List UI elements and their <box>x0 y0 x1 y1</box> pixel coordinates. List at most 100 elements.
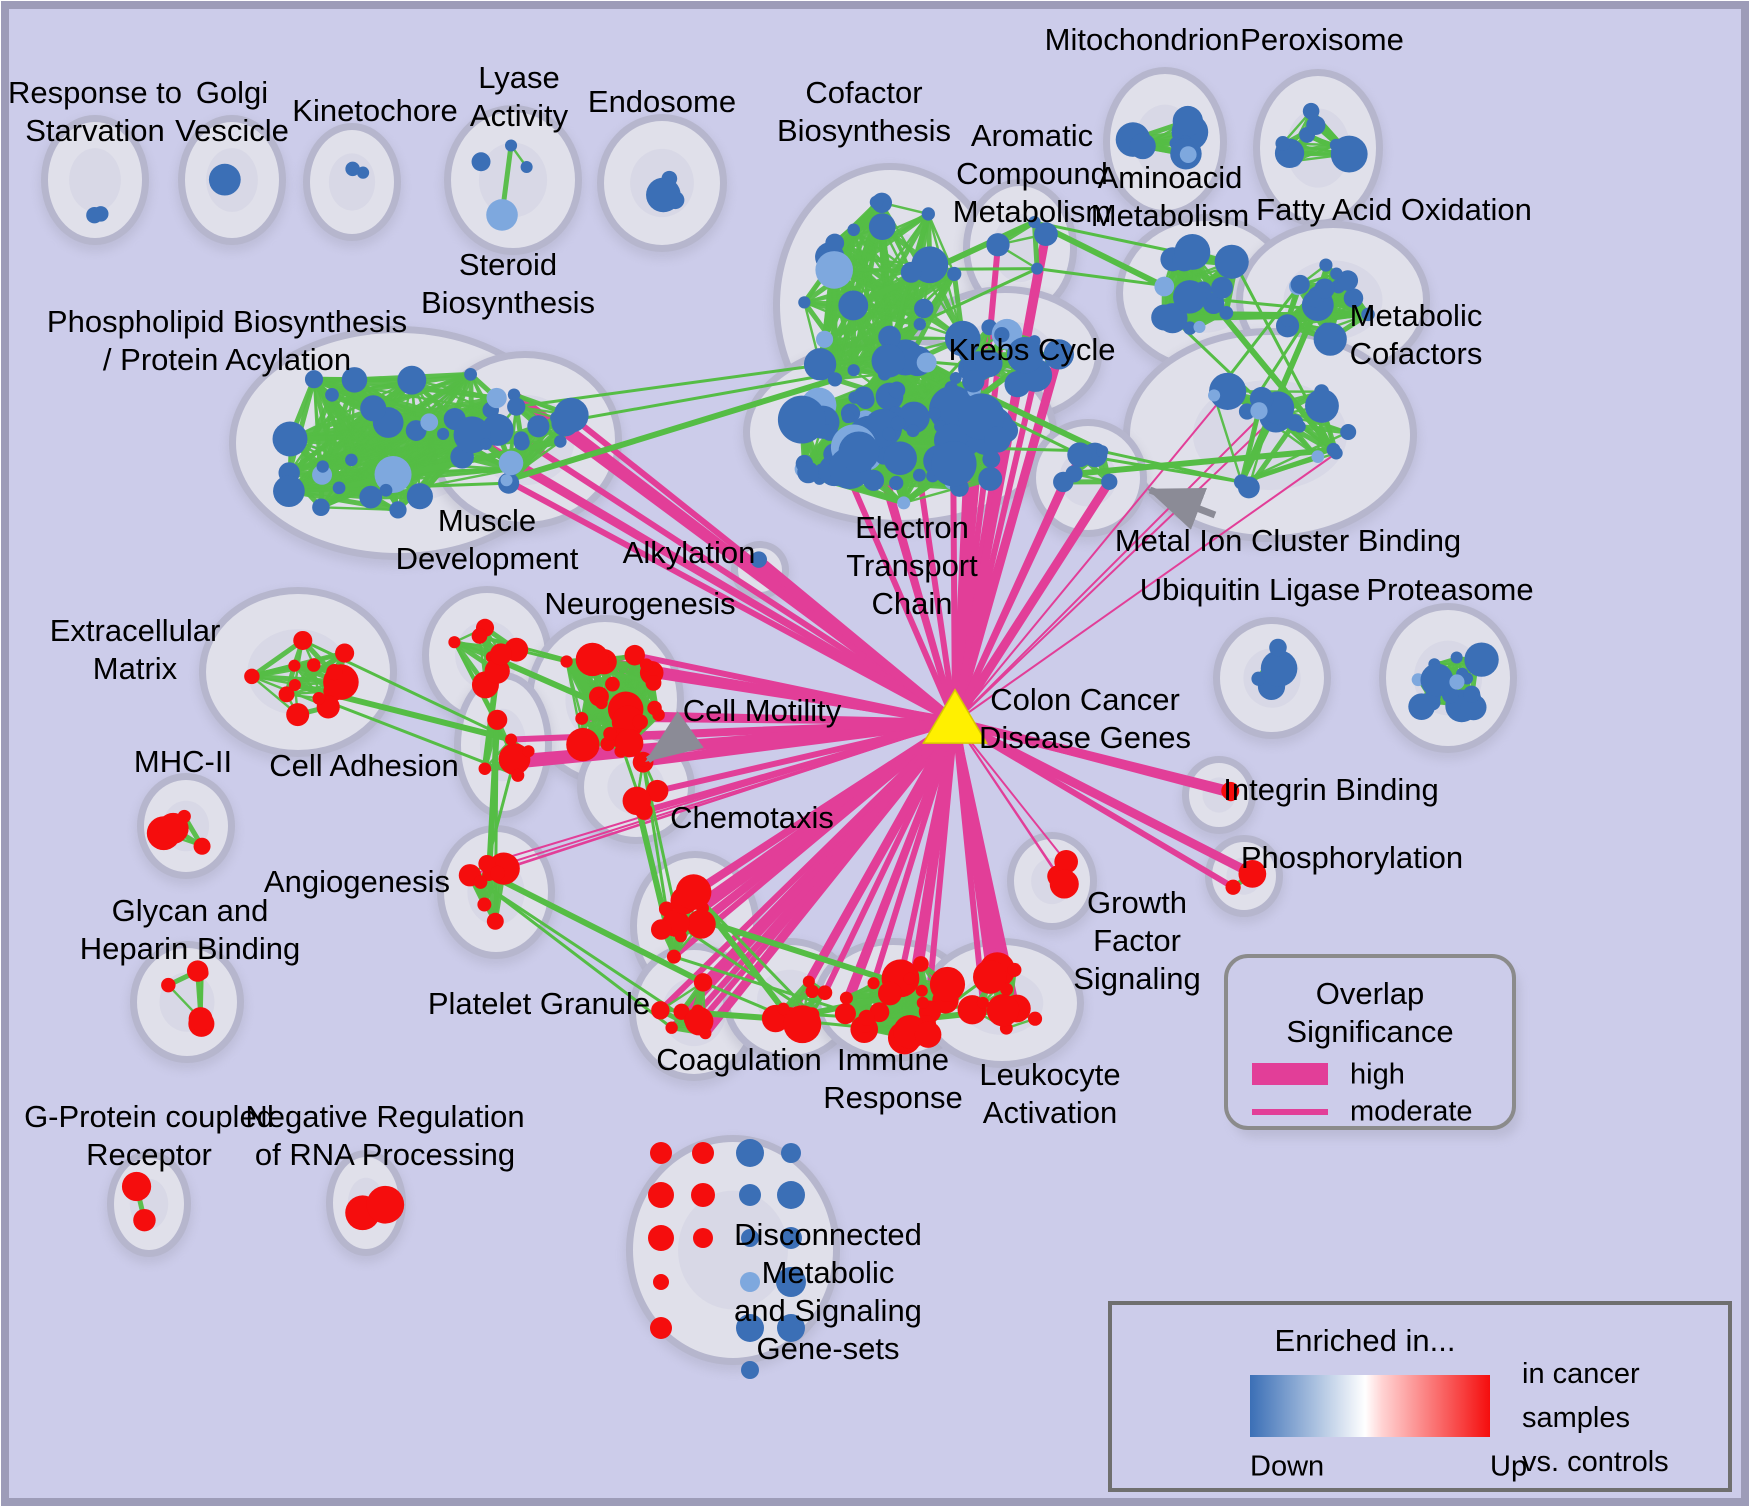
gene-set-node[interactable] <box>490 865 506 881</box>
gene-set-node[interactable] <box>575 642 610 677</box>
gene-set-node[interactable] <box>278 686 295 703</box>
gene-set-node[interactable] <box>312 691 326 705</box>
gene-set-node[interactable] <box>1340 423 1357 441</box>
gene-set-node[interactable] <box>797 461 820 484</box>
gene-set-node[interactable] <box>471 152 491 172</box>
gene-set-node[interactable] <box>293 630 313 651</box>
gene-set-node[interactable] <box>915 984 928 997</box>
gene-set-node[interactable] <box>478 762 492 775</box>
disconnected-node[interactable] <box>739 1184 761 1206</box>
gene-set-node[interactable] <box>783 1005 822 1044</box>
gene-set-node[interactable] <box>650 919 672 940</box>
gene-set-node[interactable] <box>675 874 712 910</box>
gene-set-node[interactable] <box>1326 442 1341 457</box>
gene-set-node[interactable] <box>921 207 935 221</box>
gene-set-node[interactable] <box>1174 234 1211 270</box>
gene-set-node[interactable] <box>1225 879 1241 895</box>
disconnected-node[interactable] <box>691 1183 715 1207</box>
gene-set-node[interactable] <box>479 437 492 450</box>
disconnected-node[interactable] <box>653 1274 669 1290</box>
gene-set-node[interactable] <box>522 745 535 758</box>
gene-set-node[interactable] <box>1028 1011 1043 1026</box>
gene-set-node[interactable] <box>798 296 811 309</box>
gene-set-node[interactable] <box>1183 321 1197 335</box>
gene-set-node[interactable] <box>838 431 880 473</box>
gene-set-node[interactable] <box>513 434 530 451</box>
gene-set-node[interactable] <box>1251 671 1266 686</box>
cluster-nodes-kinetochore[interactable] <box>345 161 370 179</box>
disconnected-node[interactable] <box>648 1182 674 1208</box>
gene-set-node[interactable] <box>478 854 496 873</box>
disconnected-node[interactable] <box>781 1143 801 1163</box>
gene-set-node[interactable] <box>359 485 383 509</box>
cluster-response-to-starvation[interactable] <box>39 115 151 252</box>
gene-set-node[interactable] <box>505 139 518 152</box>
gene-set-node[interactable] <box>1043 339 1074 370</box>
gene-set-node[interactable] <box>817 985 833 1001</box>
gene-set-node[interactable] <box>1306 115 1326 135</box>
gene-set-node[interactable] <box>1209 372 1247 410</box>
gene-set-node[interactable] <box>304 370 324 389</box>
cluster-nodes-phospholipid-biosynthesis[interactable] <box>272 365 519 519</box>
gene-set-node[interactable] <box>1224 788 1238 802</box>
disconnected-node[interactable] <box>648 1225 674 1251</box>
cluster-nodes-peroxisome[interactable] <box>1274 102 1368 173</box>
gene-set-node[interactable] <box>505 733 518 746</box>
gene-set-node[interactable] <box>307 658 321 672</box>
gene-set-node[interactable] <box>889 475 904 491</box>
gene-set-node[interactable] <box>1214 244 1249 279</box>
gene-set-node[interactable] <box>883 441 917 475</box>
gene-set-node[interactable] <box>624 644 646 666</box>
gene-set-node[interactable] <box>803 348 837 381</box>
cluster-extracellular-matrix[interactable] <box>197 587 399 764</box>
gene-set-node[interactable] <box>802 975 815 988</box>
cluster-nodes-muscle-development[interactable] <box>448 618 529 699</box>
gene-set-node[interactable] <box>841 410 855 424</box>
gene-set-node[interactable] <box>929 966 966 1003</box>
gene-set-node[interactable] <box>982 450 1001 469</box>
gene-set-node[interactable] <box>1250 402 1268 420</box>
gene-set-node[interactable] <box>1179 146 1197 163</box>
gene-set-node[interactable] <box>916 352 937 373</box>
gene-set-node[interactable] <box>575 712 589 725</box>
gene-set-node[interactable] <box>847 364 860 377</box>
gene-set-node[interactable] <box>498 450 524 476</box>
gene-set-node[interactable] <box>1154 276 1175 297</box>
cluster-nodes-aromatic-compound-metabolism[interactable] <box>986 215 1058 275</box>
gene-set-node[interactable] <box>1449 674 1465 690</box>
gene-set-node[interactable] <box>397 365 427 395</box>
gene-set-node[interactable] <box>645 674 662 691</box>
gene-set-node[interactable] <box>646 177 681 213</box>
gene-set-node[interactable] <box>1343 288 1364 308</box>
cluster-nodes-growth-factor-signaling[interactable] <box>1047 849 1079 899</box>
gene-set-node[interactable] <box>316 460 329 473</box>
cluster-nodes-metal-ion-cluster-binding[interactable] <box>1053 442 1118 493</box>
gene-set-node[interactable] <box>188 1007 213 1031</box>
gene-set-node[interactable] <box>867 977 880 990</box>
gene-set-node[interactable] <box>1311 450 1325 463</box>
gene-set-node[interactable] <box>345 161 360 177</box>
gene-set-node[interactable] <box>947 266 962 282</box>
gene-set-node[interactable] <box>1049 869 1079 899</box>
disconnected-node[interactable] <box>741 1361 759 1379</box>
hub-node-colon-cancer-disease-genes[interactable] <box>922 688 988 744</box>
gene-set-node[interactable] <box>878 981 902 1006</box>
gene-set-node[interactable] <box>341 367 368 393</box>
cluster-nodes-golgi-vescicle[interactable] <box>208 163 241 196</box>
gene-set-node[interactable] <box>208 163 241 196</box>
gene-set-node[interactable] <box>900 261 922 283</box>
gene-set-node[interactable] <box>1330 135 1368 173</box>
gene-set-node[interactable] <box>651 1001 670 1020</box>
gene-set-node[interactable] <box>374 455 412 494</box>
disconnected-node[interactable] <box>650 1317 672 1339</box>
gene-set-node[interactable] <box>615 729 644 758</box>
gene-set-node[interactable] <box>1269 638 1287 657</box>
gene-set-node[interactable] <box>325 387 339 402</box>
gene-set-node[interactable] <box>686 909 716 939</box>
disconnected-node[interactable] <box>776 1267 806 1297</box>
gene-set-node[interactable] <box>288 659 301 672</box>
gene-set-node[interactable] <box>1302 102 1320 120</box>
gene-set-node[interactable] <box>1193 320 1206 333</box>
gene-set-node[interactable] <box>161 977 176 993</box>
gene-set-node[interactable] <box>1305 388 1339 423</box>
